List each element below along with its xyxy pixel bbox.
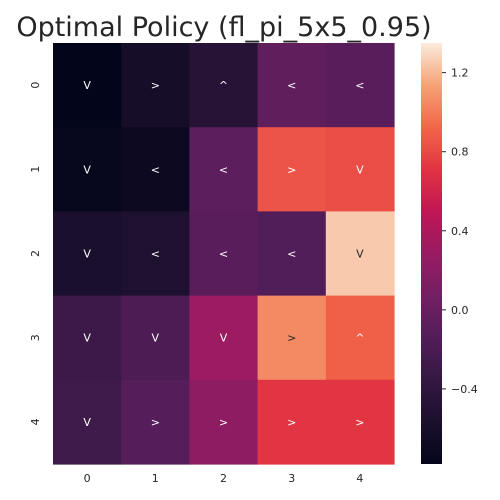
x-tick-label: 2 — [220, 472, 227, 485]
heatmap-cell — [189, 127, 259, 212]
colorbar-tick-label: 0.0 — [451, 304, 469, 317]
cell-annotation: > — [151, 79, 160, 92]
x-tick-label: 4 — [356, 472, 363, 485]
cell-annotation: V — [83, 248, 91, 261]
heatmap-cell — [121, 43, 190, 128]
cell-annotation: > — [287, 416, 296, 429]
cell-annotation: V — [83, 79, 91, 92]
heatmap-cell — [121, 127, 190, 212]
cell-annotation: ^ — [219, 79, 228, 92]
y-tick-label: 0 — [29, 82, 42, 89]
heatmap-cell — [325, 43, 395, 128]
heatmap-cell — [257, 43, 327, 128]
heatmap-cell — [189, 211, 259, 297]
cell-annotation: V — [152, 332, 160, 345]
heatmap-cell — [189, 295, 259, 381]
y-tick-label: 3 — [29, 334, 42, 341]
heatmap-cell — [325, 211, 395, 297]
heatmap-cell — [325, 379, 395, 465]
heatmap-cell — [121, 379, 190, 465]
heatmap-cells: V > ^ < < V < < > V V < < < V V V V > ^ V > > > > — [53, 43, 395, 465]
y-axis: 0 1 2 3 4 — [29, 82, 42, 426]
colorbar-tick-label: −0.4 — [451, 383, 478, 396]
colorbar-tick-label: 0.8 — [451, 146, 469, 159]
cell-annotation: < — [151, 163, 160, 176]
heatmap-cell — [53, 127, 122, 212]
cell-annotation: > — [151, 416, 160, 429]
cell-annotation: V — [83, 416, 91, 429]
cell-annotation: < — [287, 79, 296, 92]
colorbar-axis: −0.4 0.0 0.4 0.8 1.2 — [442, 67, 478, 396]
heatmap-cell — [257, 127, 327, 212]
colorbar — [421, 43, 442, 464]
cell-annotation: < — [355, 79, 364, 92]
heatmap-cell — [325, 295, 395, 381]
x-axis: 0 1 2 3 4 — [84, 472, 364, 485]
cell-annotation: V — [83, 332, 91, 345]
heatmap-cell — [257, 211, 327, 297]
colorbar-tick-label: 0.4 — [451, 225, 469, 238]
heatmap-cell — [189, 379, 259, 465]
heatmap-cell — [257, 379, 327, 465]
cell-annotation: > — [287, 332, 296, 345]
cell-annotation: < — [219, 248, 228, 261]
cell-annotation: > — [355, 416, 364, 429]
x-tick-label: 0 — [84, 472, 91, 485]
heatmap-cell — [121, 295, 190, 381]
y-tick-label: 1 — [29, 166, 42, 173]
x-tick-label: 3 — [288, 472, 295, 485]
cell-annotation: < — [151, 248, 160, 261]
colorbar-tick-label: 1.2 — [451, 67, 469, 80]
y-tick-label: 4 — [29, 418, 42, 425]
heatmap-cell — [53, 43, 122, 128]
cell-annotation: V — [356, 248, 364, 261]
heatmap-cell — [53, 295, 122, 381]
cell-annotation: > — [287, 163, 296, 176]
chart-title: Optimal Policy (fl_pi_5x5_0.95) — [16, 12, 431, 43]
x-tick-label: 1 — [152, 472, 159, 485]
cell-annotation: > — [219, 416, 228, 429]
cell-annotation: V — [356, 163, 364, 176]
cell-annotation: < — [287, 248, 296, 261]
cell-annotation: V — [83, 163, 91, 176]
heatmap-cell — [121, 211, 190, 297]
heatmap-cell — [325, 127, 395, 212]
cell-annotation: < — [219, 163, 228, 176]
heatmap-cell — [257, 295, 327, 381]
cell-annotation: V — [220, 332, 228, 345]
heatmap-cell — [53, 379, 122, 465]
cell-annotation: ^ — [355, 332, 364, 345]
heatmap-cell — [53, 211, 122, 297]
y-tick-label: 2 — [29, 250, 42, 257]
heatmap-cell — [189, 43, 259, 128]
